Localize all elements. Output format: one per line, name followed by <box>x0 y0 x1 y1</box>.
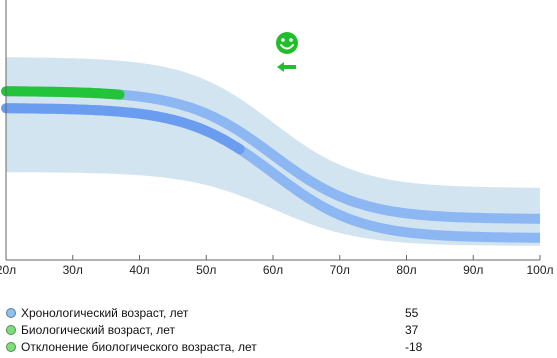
legend-dot-age-deviation <box>6 341 16 352</box>
legend: Хронологический возраст, лет 55 Биологич… <box>6 304 426 355</box>
legend-value-chronological-age: 55 <box>405 305 419 320</box>
smiley-face-icon <box>276 32 298 54</box>
x-tick-label: 100л <box>526 263 553 277</box>
x-tick-label: 80л <box>396 263 416 277</box>
legend-value-biological-age: 37 <box>405 322 419 337</box>
age-chart: 20л 30л 40л 50л 60л 70л 80л 90л 100л <box>0 0 554 277</box>
legend-label-age-deviation: Отклонение биологического возраста, лет <box>21 339 257 354</box>
legend-dot-biological-age <box>6 324 16 335</box>
x-tick-label: 20л <box>0 263 16 277</box>
x-tick-label: 60л <box>263 263 283 277</box>
x-tick-label: 90л <box>463 263 483 277</box>
legend-label-chronological-age: Хронологический возраст, лет <box>21 305 189 320</box>
legend-value-age-deviation: -18 <box>405 339 423 354</box>
x-tick-label: 50л <box>196 263 216 277</box>
legend-row-age-deviation: Отклонение биологического возраста, лет … <box>6 338 426 355</box>
biological-age-marker <box>1 86 125 100</box>
legend-label-biological-age: Биологический возраст, лет <box>21 322 176 337</box>
arrow-left-icon <box>277 62 296 72</box>
x-tick-label: 30л <box>63 263 83 277</box>
legend-dot-chronological-age <box>6 307 16 318</box>
legend-row-biological-age: Биологический возраст, лет 37 <box>6 321 426 338</box>
chronological-age-marker <box>1 103 245 155</box>
x-tick-label: 40л <box>129 263 149 277</box>
legend-row-chronological-age: Хронологический возраст, лет 55 <box>6 304 426 321</box>
x-tick-label: 70л <box>330 263 350 277</box>
